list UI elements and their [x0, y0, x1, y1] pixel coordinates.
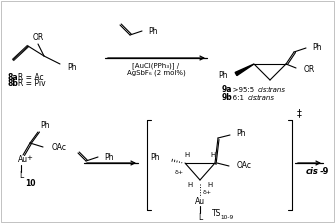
Text: H: H	[187, 182, 193, 188]
Text: : >95:5: : >95:5	[228, 87, 256, 93]
Text: AgSbF₆ (2 mol%): AgSbF₆ (2 mol%)	[127, 70, 185, 76]
Text: TS: TS	[212, 209, 221, 217]
Text: cis: cis	[258, 87, 268, 93]
Polygon shape	[235, 64, 254, 76]
Text: trans: trans	[268, 87, 286, 93]
Text: :: :	[265, 87, 267, 93]
Text: 9b: 9b	[222, 93, 233, 103]
Text: Ph: Ph	[236, 130, 246, 138]
Text: cis: cis	[248, 95, 258, 101]
Text: 8a: 8a	[8, 72, 19, 81]
Text: OAc: OAc	[237, 161, 252, 171]
Text: : R = Ac: : R = Ac	[13, 72, 44, 81]
Text: OR: OR	[304, 64, 315, 74]
Text: H: H	[207, 182, 213, 188]
Text: Au: Au	[18, 155, 28, 165]
Text: δ+: δ+	[203, 190, 212, 194]
Text: Au: Au	[195, 198, 205, 206]
Text: L: L	[198, 213, 202, 223]
Text: : R = Piv: : R = Piv	[13, 80, 46, 89]
Text: Ph: Ph	[150, 153, 160, 163]
Text: Ph: Ph	[67, 62, 76, 72]
Text: Ph: Ph	[104, 153, 114, 161]
Text: 10: 10	[25, 178, 35, 188]
Text: 10-9: 10-9	[220, 215, 233, 220]
Text: 9a: 9a	[222, 85, 232, 95]
Text: : 6:1: : 6:1	[228, 95, 246, 101]
Text: Ph: Ph	[218, 72, 228, 81]
Text: trans: trans	[257, 95, 275, 101]
Text: OAc: OAc	[52, 142, 67, 151]
Text: Ph: Ph	[40, 120, 50, 130]
Text: Ph: Ph	[148, 27, 157, 35]
Text: cis: cis	[306, 167, 319, 176]
Text: +: +	[26, 155, 32, 161]
Text: H: H	[184, 152, 190, 158]
Text: L: L	[19, 171, 23, 180]
Text: ‡: ‡	[297, 108, 302, 118]
Text: H: H	[210, 152, 216, 158]
Text: δ+: δ+	[175, 169, 184, 175]
Text: [AuCl(PPh₃)] /: [AuCl(PPh₃)] /	[132, 63, 180, 69]
Text: :: :	[254, 95, 256, 101]
Text: -9: -9	[320, 167, 329, 176]
Text: 8b: 8b	[8, 80, 19, 89]
Text: Ph: Ph	[312, 43, 322, 52]
Text: OR: OR	[32, 33, 44, 41]
